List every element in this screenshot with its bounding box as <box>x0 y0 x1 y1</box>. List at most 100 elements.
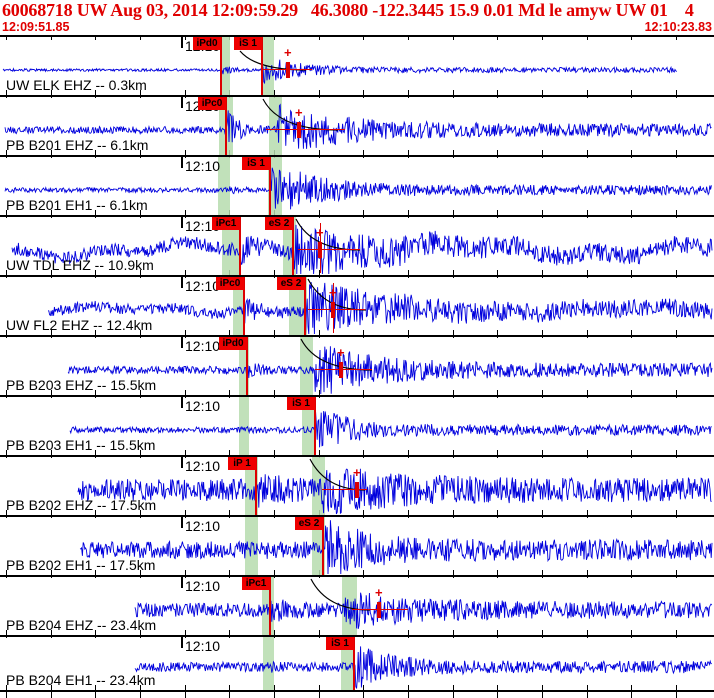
phase-pick-line[interactable] <box>246 337 248 395</box>
time-tick <box>542 270 543 278</box>
phase-pick-flag[interactable]: iPd0 <box>193 37 221 50</box>
arrival-window-band <box>341 637 354 690</box>
waveform[interactable] <box>0 515 714 575</box>
time-tick <box>408 450 409 458</box>
phase-pick-line[interactable] <box>220 37 222 95</box>
time-tick <box>95 570 96 578</box>
phase-pick-flag[interactable]: iPc0 <box>198 97 226 110</box>
waveform[interactable] <box>0 635 714 690</box>
time-tick <box>140 270 141 278</box>
time-tick <box>631 330 632 338</box>
trace-separator <box>0 690 714 692</box>
phase-pick-line[interactable] <box>243 277 245 335</box>
time-tick <box>95 150 96 158</box>
phase-pick-flag[interactable]: iPc0 <box>216 277 244 290</box>
phase-pick-line[interactable] <box>322 517 324 575</box>
time-tick <box>676 570 677 578</box>
amplitude-baseline <box>322 489 367 490</box>
phase-pick-flag[interactable]: iS 1 <box>242 157 270 170</box>
phase-pick-line[interactable] <box>292 217 294 275</box>
time-tick <box>274 450 275 458</box>
time-tick <box>51 150 52 158</box>
time-tick <box>51 36 52 40</box>
time-tick <box>676 630 677 638</box>
phase-pick-flag[interactable]: eS 2 <box>277 277 305 290</box>
time-tick <box>274 570 275 578</box>
time-tick <box>229 450 230 458</box>
amplitude-plus: + <box>375 585 383 600</box>
time-tick <box>587 390 588 398</box>
minute-label: 12:10 <box>185 278 221 294</box>
time-tick <box>453 270 454 278</box>
phase-pick-flag[interactable]: iPc1 <box>242 577 270 590</box>
phase-pick-line[interactable] <box>269 157 271 215</box>
phase-pick-flag[interactable]: iS 1 <box>234 37 262 50</box>
minute-label: 12:10 <box>185 398 221 414</box>
phase-pick-flag[interactable]: iS 1 <box>326 637 354 650</box>
phase-pick-line[interactable] <box>304 277 306 335</box>
trace-panel: 12:10 + iPc1 PB B204 EHZ -- 23.4km <box>0 575 714 635</box>
time-tick <box>453 630 454 638</box>
time-tick <box>319 390 320 398</box>
station-label: PB B201 EHZ -- 6.1km <box>6 137 149 153</box>
time-tick <box>319 330 320 338</box>
arrival-window-band <box>289 277 307 335</box>
time-tick <box>453 210 454 218</box>
waveform[interactable] <box>0 155 714 215</box>
arrival-window-band <box>222 217 240 275</box>
amplitude-marker[interactable] <box>318 242 322 258</box>
minute-label: 12:10 <box>185 338 221 354</box>
time-tick <box>453 390 454 398</box>
phase-pick-flag[interactable]: iPc1 <box>212 217 240 230</box>
phase-pick-line[interactable] <box>255 457 257 515</box>
phase-pick-line[interactable] <box>261 37 263 95</box>
phase-pick-flag[interactable]: iP 1 <box>228 457 256 470</box>
time-tick <box>185 90 186 98</box>
time-tick <box>587 210 588 218</box>
time-tick <box>6 510 7 518</box>
phase-pick-flag[interactable]: iS 1 <box>287 397 315 410</box>
amplitude-marker[interactable] <box>339 362 343 378</box>
phase-pick-line[interactable] <box>225 97 227 155</box>
time-tick <box>140 90 141 98</box>
time-tick <box>453 150 454 158</box>
phase-pick-line[interactable] <box>314 397 316 455</box>
phase-pick-line[interactable] <box>353 637 355 690</box>
time-tick <box>363 450 364 458</box>
amplitude-marker[interactable] <box>377 602 381 618</box>
time-tick <box>319 90 320 98</box>
time-tick <box>408 150 409 158</box>
time-tick <box>497 210 498 218</box>
time-tick <box>274 90 275 98</box>
phase-pick-flag[interactable]: iPd0 <box>219 337 247 350</box>
time-tick <box>229 630 230 638</box>
minute-tick <box>181 397 183 408</box>
phase-pick-flag[interactable]: eS 2 <box>265 217 293 230</box>
phase-pick-line[interactable] <box>269 577 271 635</box>
time-tick <box>497 570 498 578</box>
phase-pick-flag[interactable]: eS 2 <box>295 517 323 530</box>
time-tick <box>51 90 52 98</box>
station-label: PB B204 EH1 -- 23.4km <box>6 672 156 688</box>
time-tick <box>453 36 454 40</box>
phase-pick-line[interactable] <box>239 217 241 275</box>
amplitude-marker[interactable] <box>286 62 290 78</box>
trace-panel: 12:10 iS 1 PB B203 EH1 -- 15.5km <box>0 395 714 455</box>
time-tick <box>497 510 498 518</box>
station-label: PB B202 EHZ -- 17.5km <box>6 497 157 513</box>
time-tick <box>363 36 364 40</box>
amplitude-marker[interactable] <box>331 302 335 318</box>
time-tick <box>140 510 141 518</box>
trace-panel: 12:10 + iP 1 PB B202 EHZ -- 17.5km <box>0 455 714 515</box>
time-tick <box>497 90 498 98</box>
time-tick <box>587 270 588 278</box>
station-label: PB B203 EH1 -- 15.5km <box>6 437 156 453</box>
time-tick <box>274 36 275 40</box>
amplitude-marker[interactable] <box>355 482 359 498</box>
waveform[interactable] <box>0 395 714 455</box>
time-tick <box>497 630 498 638</box>
time-tick <box>363 510 364 518</box>
minute-tick <box>181 577 183 588</box>
amplitude-marker[interactable] <box>297 122 301 138</box>
arrival-window-band <box>263 637 274 690</box>
